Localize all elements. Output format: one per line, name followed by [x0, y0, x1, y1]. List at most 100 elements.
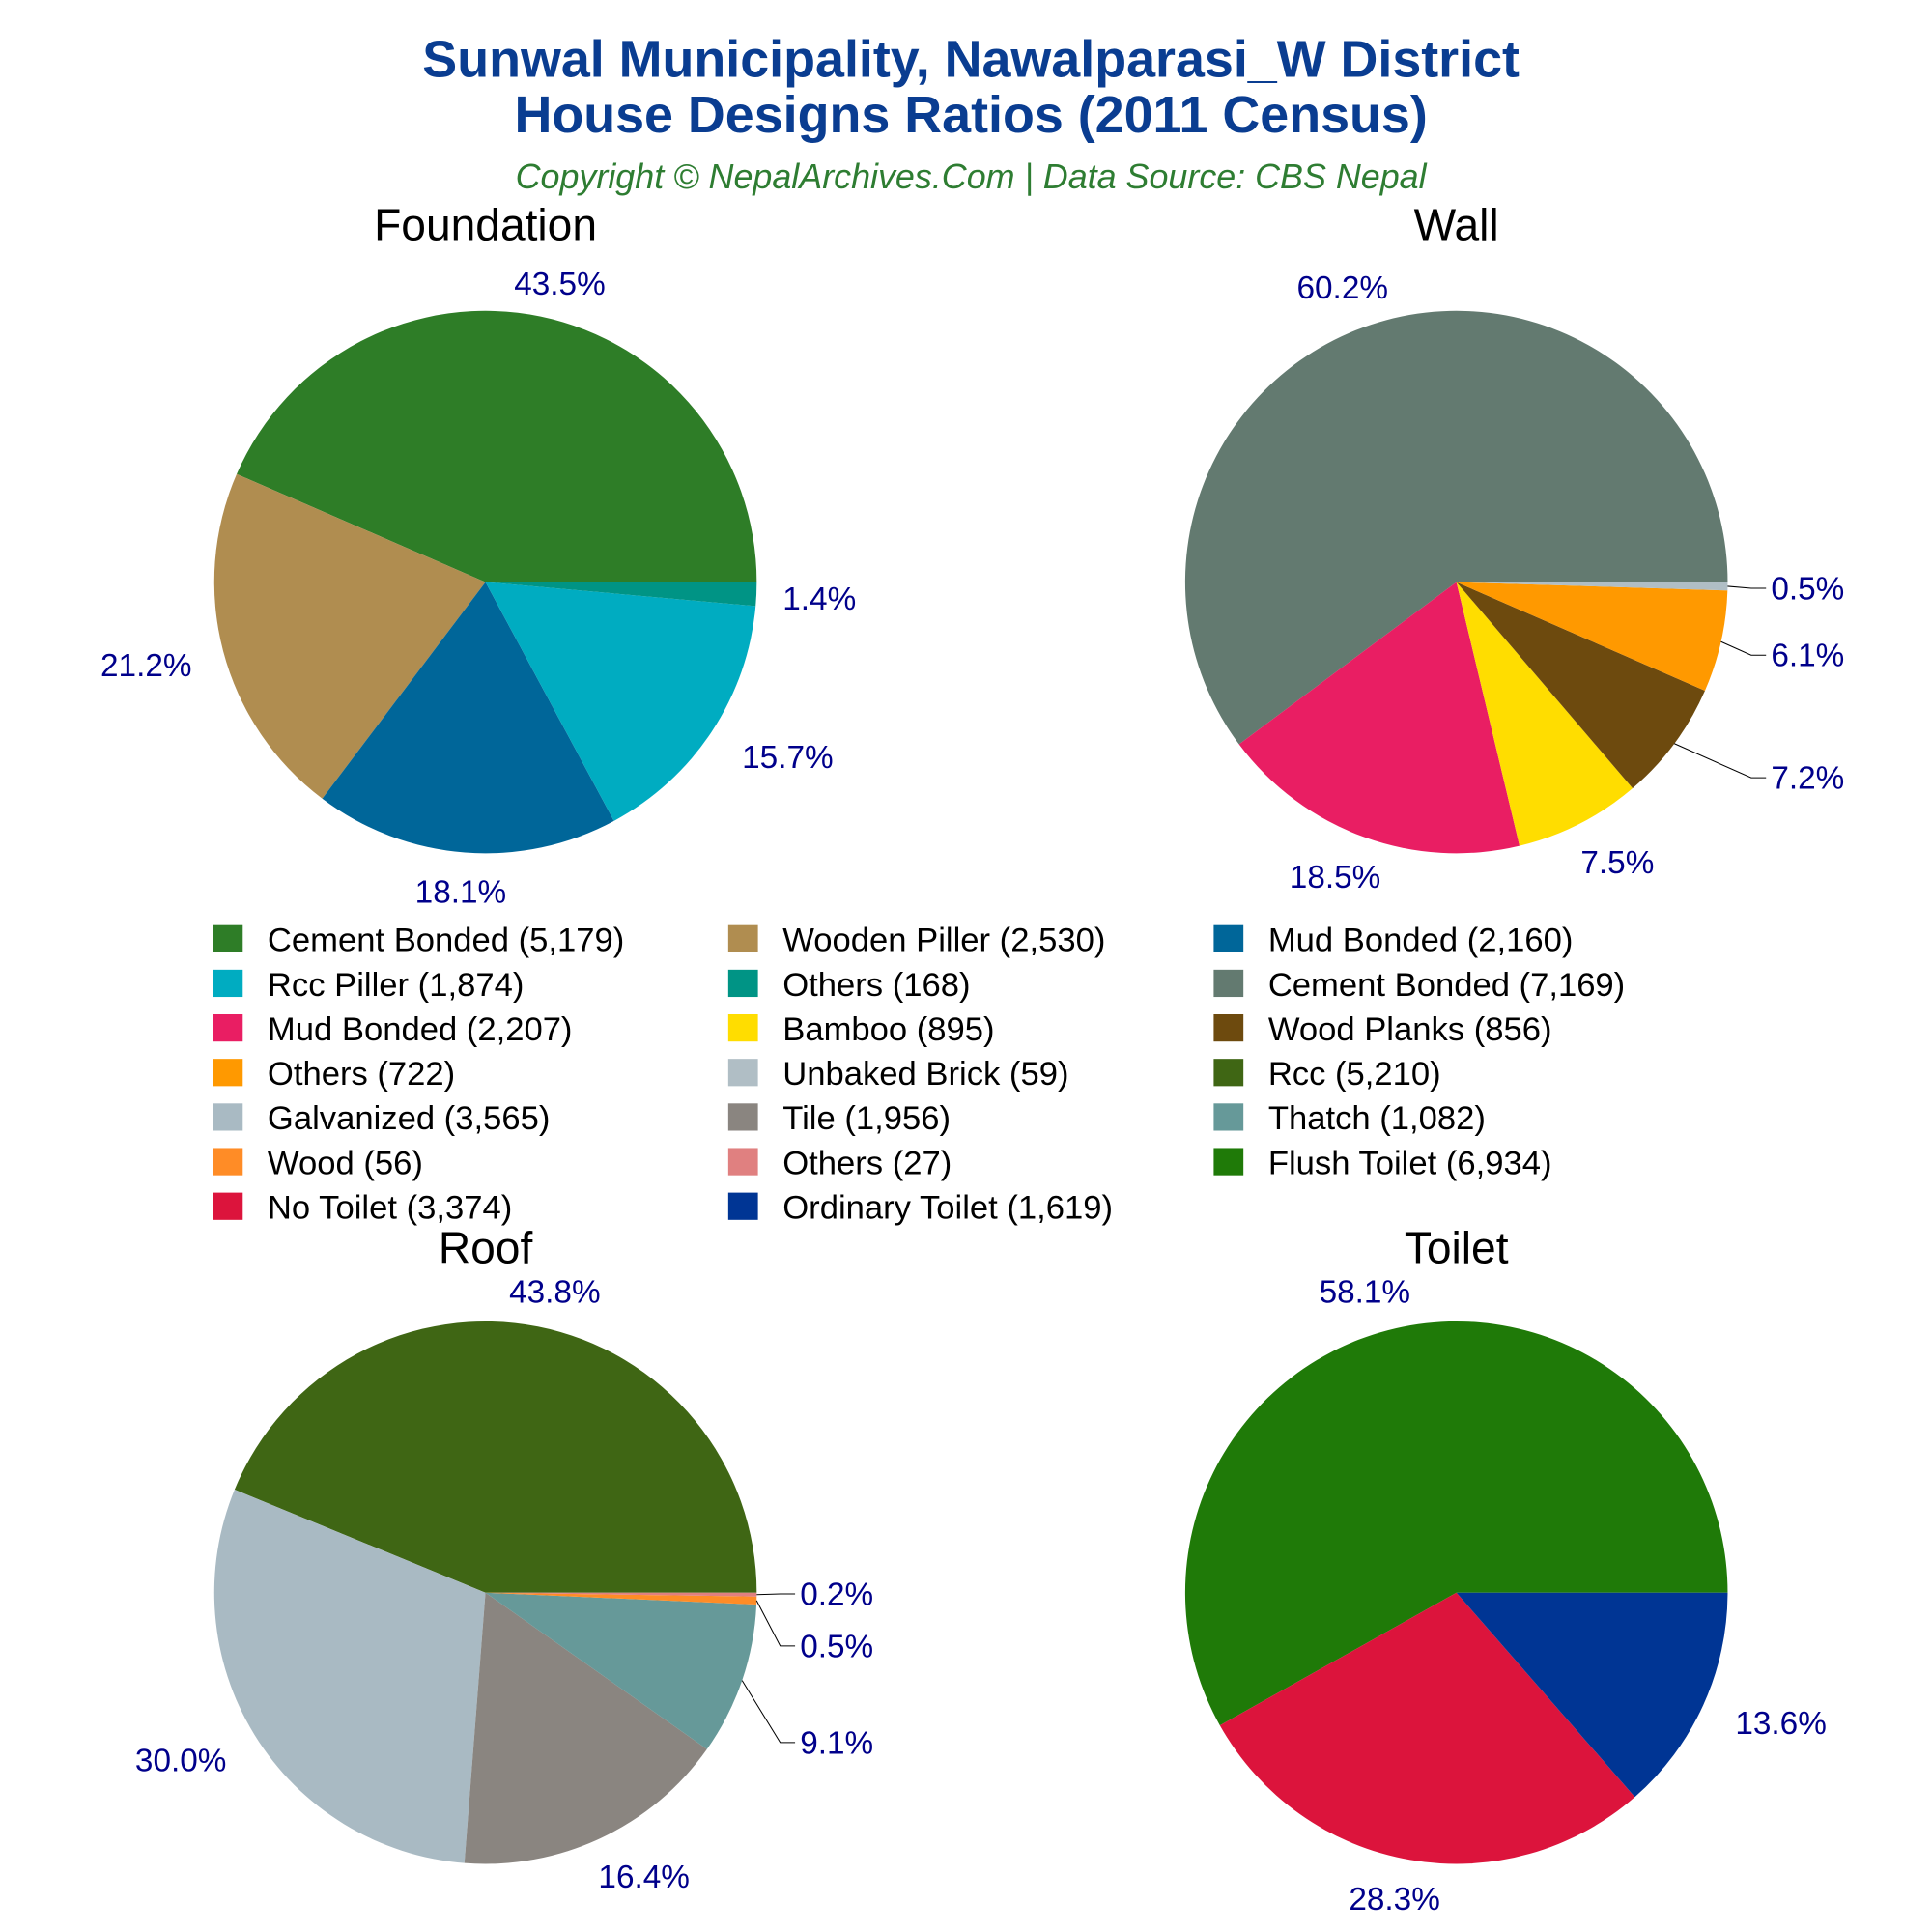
- pie-slice: [1456, 1592, 1728, 1798]
- legend-item: Thatch (1,082): [1213, 1100, 1486, 1137]
- pie-slice: [464, 1592, 707, 1864]
- legend-swatch: [1213, 1059, 1244, 1087]
- legend-label: Others (722): [268, 1056, 455, 1093]
- pie-pct-label: 43.5%: [514, 267, 606, 302]
- pie-pct-label: 7.5%: [1580, 845, 1654, 881]
- legend-swatch: [213, 1192, 243, 1220]
- legend-label: Others (27): [782, 1145, 952, 1181]
- pie-pct-label: 16.4%: [598, 1860, 690, 1895]
- pie-slice: [485, 1592, 757, 1597]
- pie-slice: [234, 1321, 757, 1593]
- pie-pct-label: 30.0%: [135, 1743, 227, 1778]
- pie-slice: [485, 582, 757, 607]
- pie-pct-label: 0.2%: [800, 1577, 873, 1613]
- legend-label: Flush Toilet (6,934): [1268, 1145, 1552, 1181]
- legend-item: Others (168): [727, 967, 971, 1004]
- pie-title: Wall: [1414, 200, 1499, 250]
- pie-pct-label: 15.7%: [742, 740, 834, 776]
- legend-label: Others (168): [782, 967, 970, 1004]
- legend-label: Rcc Piller (1,874): [268, 967, 524, 1004]
- leader-line: [756, 1593, 796, 1596]
- legend-label: Mud Bonded (2,160): [1268, 923, 1574, 959]
- legend-swatch: [213, 924, 243, 952]
- chart-title-line1: Sunwal Municipality, Nawalparasi_W Distr…: [422, 30, 1520, 88]
- pie-slice: [1184, 1321, 1728, 1726]
- leader-line: [1727, 585, 1767, 589]
- legend-item: Bamboo (895): [727, 1011, 995, 1048]
- legend-item: Tile (1,956): [727, 1100, 951, 1137]
- pie-pct-label: 28.3%: [1349, 1882, 1440, 1918]
- legend-swatch: [213, 1148, 243, 1176]
- pie-pct-label: 9.1%: [800, 1725, 873, 1761]
- legend-label: Galvanized (3,565): [268, 1100, 550, 1137]
- pie-pct-label: 43.8%: [509, 1275, 601, 1311]
- legend-label: Wooden Piller (2,530): [782, 923, 1105, 959]
- pie-pct-label: 1.4%: [782, 582, 856, 617]
- legend-item: Cement Bonded (7,169): [1213, 967, 1625, 1004]
- legend-swatch: [727, 1059, 758, 1087]
- pie-pct-label: 6.1%: [1771, 639, 1844, 674]
- legend-item: Mud Bonded (2,160): [1213, 923, 1573, 959]
- pie-slice: [1219, 1592, 1635, 1864]
- legend-label: Tile (1,956): [782, 1100, 951, 1137]
- legend-swatch: [1213, 924, 1244, 952]
- legend-label: Rcc (5,210): [1268, 1056, 1441, 1093]
- legend-item: Cement Bonded (5,179): [213, 923, 624, 959]
- chart-title-line2: House Designs Ratios (2011 Census): [514, 86, 1427, 144]
- pie-slice: [485, 582, 756, 821]
- legend-swatch: [727, 969, 758, 998]
- pie-slice: [1456, 582, 1705, 789]
- leader-line: [1720, 640, 1767, 656]
- legend-swatch: [1213, 969, 1244, 998]
- pie-slice: [213, 473, 486, 799]
- pie-pct-label: 60.2%: [1296, 270, 1388, 306]
- legend-item: No Toilet (3,374): [213, 1190, 512, 1227]
- legend-swatch: [213, 1059, 243, 1087]
- legend-item: Mud Bonded (2,207): [213, 1011, 573, 1048]
- legend-label: Cement Bonded (7,169): [1268, 967, 1625, 1004]
- leader-line: [755, 1600, 796, 1647]
- pie-slice: [1184, 310, 1728, 745]
- pie-pct-label: 58.1%: [1320, 1275, 1411, 1311]
- legend-label: Mud Bonded (2,207): [268, 1011, 573, 1048]
- legend-swatch: [213, 969, 243, 998]
- pie-pct-label: 7.2%: [1771, 761, 1844, 797]
- pie-slice: [1456, 582, 1634, 846]
- pie-slice: [1456, 582, 1728, 692]
- legend-label: Bamboo (895): [782, 1011, 994, 1048]
- legend-item: Unbaked Brick (59): [727, 1056, 1068, 1093]
- legend-swatch: [727, 1192, 758, 1220]
- legend-label: Unbaked Brick (59): [782, 1056, 1068, 1093]
- pie-pct-label: 0.5%: [800, 1629, 873, 1664]
- legend-item: Wooden Piller (2,530): [727, 923, 1105, 959]
- legend-item: Ordinary Toilet (1,619): [727, 1190, 1113, 1227]
- pie-slice: [237, 310, 757, 582]
- pie-slice: [485, 1592, 757, 1605]
- leader-line: [1674, 743, 1767, 779]
- pie-slice: [485, 1592, 757, 1749]
- legend-item: Wood (56): [213, 1145, 423, 1181]
- legend-item: Rcc (5,210): [1213, 1056, 1441, 1093]
- legend-label: Cement Bonded (5,179): [268, 923, 624, 959]
- legend-label: Ordinary Toilet (1,619): [782, 1190, 1113, 1227]
- legend-label: Wood (56): [268, 1145, 423, 1181]
- pie-slice: [1456, 582, 1728, 591]
- legend-item: Flush Toilet (6,934): [1213, 1145, 1552, 1181]
- pie-pct-label: 18.5%: [1290, 860, 1381, 895]
- pie-pct-label: 21.2%: [100, 648, 192, 684]
- legend-swatch: [727, 924, 758, 952]
- legend-swatch: [727, 1148, 758, 1176]
- legend-swatch: [1213, 1148, 1244, 1176]
- legend-swatch: [1213, 1014, 1244, 1042]
- legend-item: Rcc Piller (1,874): [213, 967, 524, 1004]
- legend-item: Others (722): [213, 1056, 455, 1093]
- pie-pct-label: 0.5%: [1771, 572, 1844, 608]
- legend-label: Wood Planks (856): [1268, 1011, 1552, 1048]
- pie-slice: [213, 1490, 486, 1863]
- pie-slice: [322, 582, 614, 854]
- legend-swatch: [727, 1014, 758, 1042]
- pie-slice: [1238, 582, 1520, 854]
- chart-subtitle: Copyright © NepalArchives.Com | Data Sou…: [516, 157, 1428, 196]
